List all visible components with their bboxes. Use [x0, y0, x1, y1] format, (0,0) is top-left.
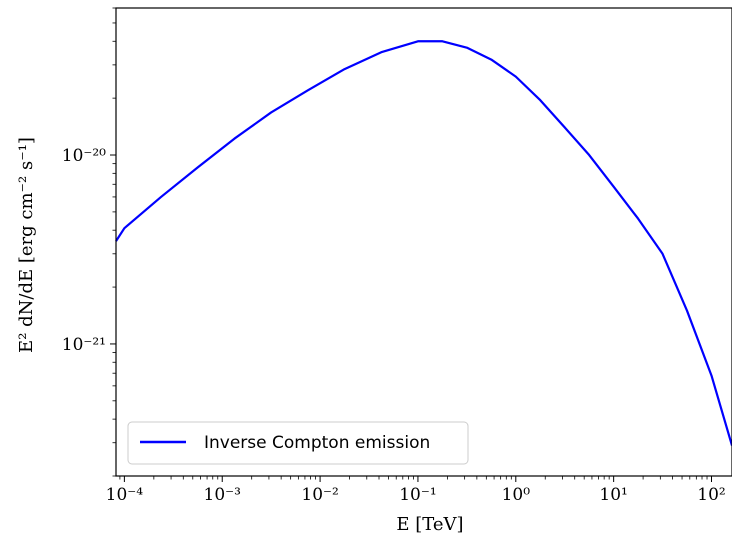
major-ticks	[110, 154, 712, 482]
minor-ticks	[112, 7, 708, 480]
series-line	[115, 40, 732, 446]
y-axis-label: E² dN/dE [erg cm⁻² s⁻¹]	[16, 137, 37, 353]
legend-label: Inverse Compton emission	[204, 433, 430, 453]
x-tick-label: 10¹	[599, 485, 627, 505]
plot-frame	[115, 7, 732, 477]
tick-labels: 10⁻⁴ 10⁻³ 10⁻² 10⁻¹ 10⁰ 10¹ 10² 10⁻²¹ 10⁻²⁰	[62, 146, 726, 505]
x-tick-label: 10⁻¹	[399, 485, 436, 505]
x-tick-label: 10⁰	[502, 485, 531, 505]
y-tick-label: 10⁻²¹	[62, 335, 106, 355]
y-tick-label: 10⁻²⁰	[62, 146, 106, 166]
x-tick-label: 10⁻²	[301, 485, 338, 505]
legend: Inverse Compton emission	[127, 421, 469, 465]
x-tick-label: 10²	[697, 485, 725, 505]
x-tick-label: 10⁻³	[204, 485, 241, 505]
series-layer	[115, 40, 732, 446]
x-tick-label: 10⁻⁴	[106, 485, 144, 505]
legend-box	[127, 421, 469, 465]
x-axis-label: E [TeV]	[396, 514, 463, 535]
